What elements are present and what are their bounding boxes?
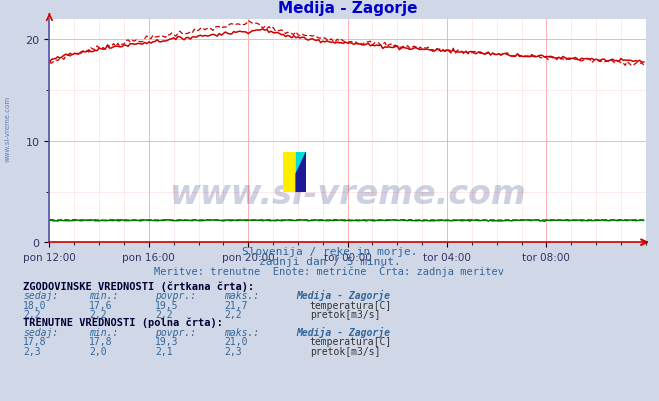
- Text: sedaj:: sedaj:: [23, 327, 58, 337]
- Text: 19,3: 19,3: [155, 336, 179, 346]
- Text: 2,3: 2,3: [23, 346, 41, 356]
- Polygon shape: [283, 152, 296, 192]
- Text: 17,6: 17,6: [89, 300, 113, 310]
- Text: 2,1: 2,1: [155, 346, 173, 356]
- Text: 2,0: 2,0: [89, 346, 107, 356]
- Text: povpr.:: povpr.:: [155, 327, 196, 337]
- Text: 18,0: 18,0: [23, 300, 47, 310]
- Text: www.si-vreme.com: www.si-vreme.com: [169, 177, 526, 210]
- Text: Medija - Zagorje: Medija - Zagorje: [297, 326, 391, 337]
- Text: pretok[m3/s]: pretok[m3/s]: [310, 309, 380, 319]
- Text: min.:: min.:: [89, 291, 119, 301]
- Text: 21,0: 21,0: [224, 336, 248, 346]
- Text: 2,3: 2,3: [224, 346, 242, 356]
- Text: pretok[m3/s]: pretok[m3/s]: [310, 346, 380, 356]
- Text: maks.:: maks.:: [224, 291, 259, 301]
- Polygon shape: [296, 152, 306, 174]
- Text: 17,8: 17,8: [89, 336, 113, 346]
- Text: TRENUTNE VREDNOSTI (polna črta):: TRENUTNE VREDNOSTI (polna črta):: [23, 317, 223, 328]
- Text: 2,2: 2,2: [155, 309, 173, 319]
- Polygon shape: [296, 152, 306, 192]
- Text: zadnji dan / 5 minut.: zadnji dan / 5 minut.: [258, 257, 401, 267]
- Text: Meritve: trenutne  Enote: metrične  Črta: zadnja meritev: Meritve: trenutne Enote: metrične Črta: …: [154, 265, 505, 277]
- Text: povpr.:: povpr.:: [155, 291, 196, 301]
- Text: 17,8: 17,8: [23, 336, 47, 346]
- Text: temperatura[C]: temperatura[C]: [310, 336, 392, 346]
- Text: www.si-vreme.com: www.si-vreme.com: [5, 95, 11, 161]
- Text: temperatura[C]: temperatura[C]: [310, 300, 392, 310]
- Text: maks.:: maks.:: [224, 327, 259, 337]
- Text: Slovenija / reke in morje.: Slovenija / reke in morje.: [242, 247, 417, 257]
- Text: ZGODOVINSKE VREDNOSTI (črtkana črta):: ZGODOVINSKE VREDNOSTI (črtkana črta):: [23, 281, 254, 292]
- Text: sedaj:: sedaj:: [23, 291, 58, 301]
- Title: Medija - Zagorje: Medija - Zagorje: [278, 1, 417, 16]
- Text: 2,2: 2,2: [89, 309, 107, 319]
- Text: Medija - Zagorje: Medija - Zagorje: [297, 290, 391, 301]
- Text: 19,5: 19,5: [155, 300, 179, 310]
- Text: 21,7: 21,7: [224, 300, 248, 310]
- Text: 2,2: 2,2: [23, 309, 41, 319]
- Text: 2,2: 2,2: [224, 309, 242, 319]
- Text: min.:: min.:: [89, 327, 119, 337]
